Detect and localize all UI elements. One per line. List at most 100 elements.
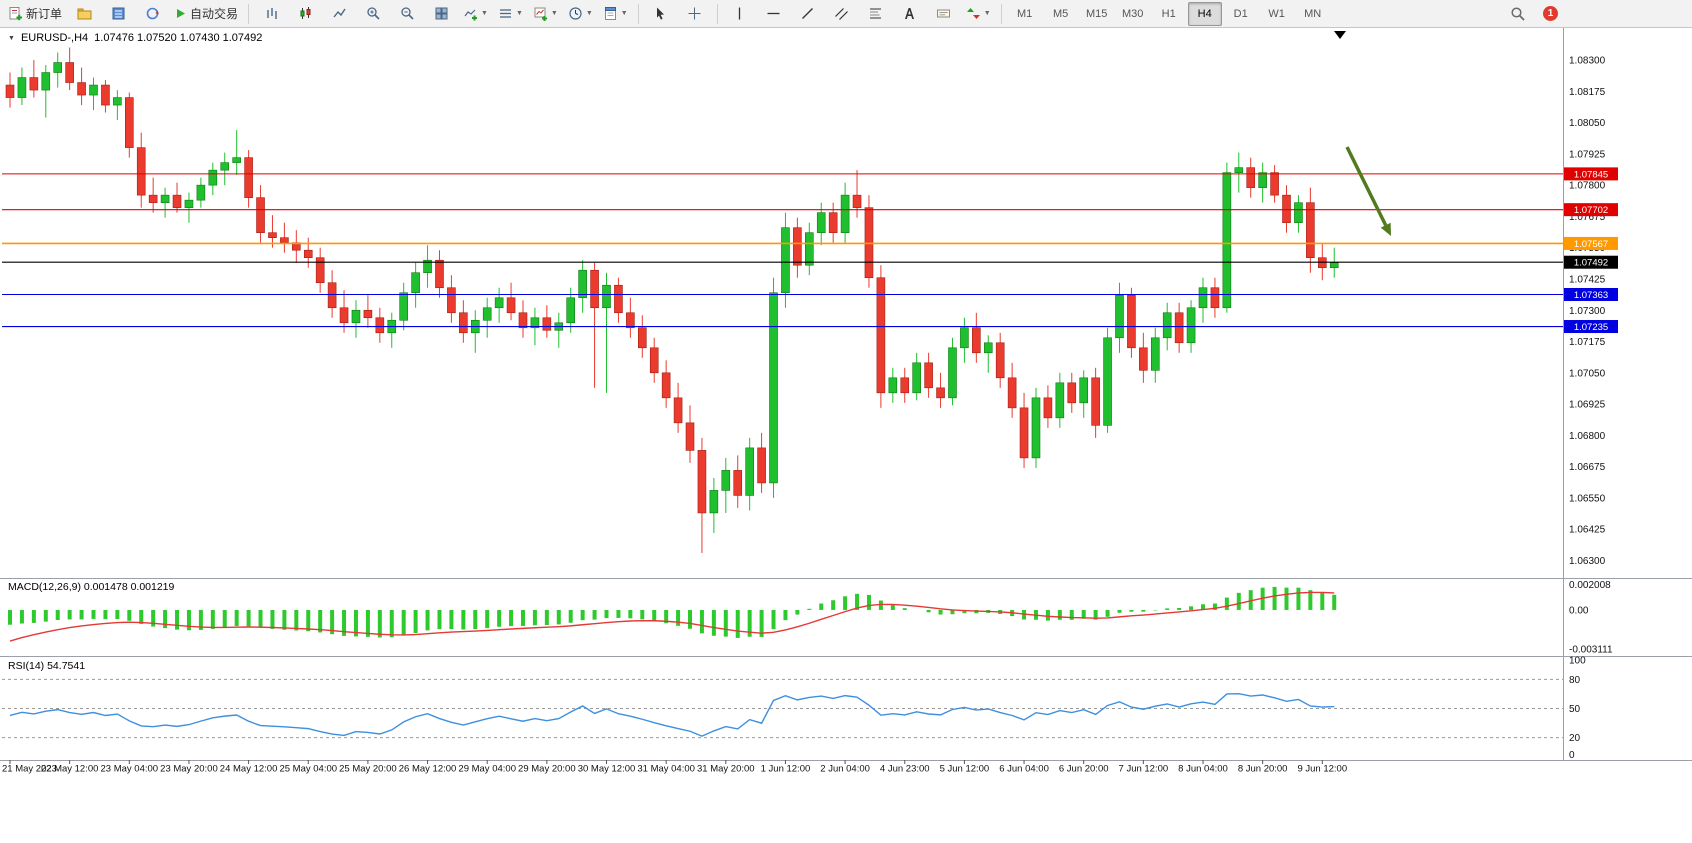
- price-level-tag-label: 1.07845: [1574, 169, 1608, 180]
- price-level-tag-label: 1.07567: [1574, 239, 1608, 250]
- price-tick-label: 1.07675: [1569, 212, 1606, 223]
- text-label-button[interactable]: [928, 2, 960, 26]
- crosshair-button[interactable]: [679, 2, 711, 26]
- candle-body: [840, 194, 850, 233]
- price-level-tag: [1564, 203, 1618, 217]
- price-tick-label: 1.07300: [1569, 306, 1606, 317]
- new-chart-icon: [534, 7, 547, 21]
- channel-button[interactable]: [826, 2, 858, 26]
- candle-body: [1103, 337, 1112, 426]
- cursor-button[interactable]: [645, 2, 677, 26]
- new-order-label: 新订单: [26, 7, 63, 21]
- timeframe-m30[interactable]: M30: [1121, 7, 1144, 20]
- candle-body: [1306, 202, 1315, 259]
- time-tick-label: 31 May 04:00: [637, 764, 695, 775]
- search-button[interactable]: [1502, 2, 1534, 26]
- price-level-tag: [1564, 255, 1618, 269]
- arrow-annotation-head[interactable]: [1380, 222, 1391, 236]
- periods-button[interactable]: ▼: [564, 2, 597, 26]
- price-tick-label: 1.08300: [1569, 56, 1606, 67]
- toolbar-separator: [1000, 3, 1002, 24]
- timeframe-w1[interactable]: W1: [1268, 7, 1285, 20]
- tile-windows-icon: [435, 7, 448, 20]
- macd-indicator-label: MACD(12,26,9) 0.001478 0.001219: [8, 581, 175, 593]
- fibonacci-icon: [870, 8, 882, 19]
- macd-tick-label: 0.00: [1569, 605, 1589, 616]
- timeframe-h1[interactable]: H1: [1161, 7, 1176, 20]
- notification-badge[interactable]: 1: [1543, 6, 1558, 21]
- horizontal-line-button[interactable]: [758, 2, 790, 26]
- candle-body: [769, 292, 778, 484]
- autotrading-button[interactable]: 自动交易: [170, 2, 242, 26]
- candle-body: [1282, 194, 1291, 223]
- indicators-button[interactable]: ▼: [459, 2, 492, 26]
- timeframe-m1[interactable]: M1: [1017, 7, 1033, 20]
- charts-profile-button[interactable]: [68, 2, 100, 26]
- candle-body: [1079, 377, 1088, 404]
- time-tick-label: 9 Jun 12:00: [1297, 764, 1347, 775]
- indicator-list-button[interactable]: ▼: [494, 2, 527, 26]
- vertical-line-button[interactable]: [724, 2, 756, 26]
- symbol-period-label: EURUSD-,H4: [20, 32, 89, 44]
- chart-shift-marker[interactable]: [1334, 31, 1346, 39]
- time-tick-label: 2 Jun 04:00: [820, 764, 870, 775]
- candle-body: [983, 342, 993, 354]
- trendline-button[interactable]: [792, 2, 824, 26]
- price-axis[interactable]: [1563, 28, 1692, 760]
- candle-body: [649, 347, 659, 374]
- line-chart-button[interactable]: [323, 2, 355, 26]
- history-center-button[interactable]: [136, 2, 168, 26]
- candle-body: [1055, 382, 1065, 419]
- candle-body: [482, 307, 492, 321]
- new-order-button[interactable]: 新订单: [4, 2, 66, 26]
- text-button[interactable]: [894, 2, 926, 26]
- candle-body: [721, 470, 731, 491]
- candlestick-chart-button[interactable]: [289, 2, 321, 26]
- timeframe-m5[interactable]: M5: [1053, 7, 1069, 20]
- candle-body: [960, 327, 969, 349]
- zoom-out-icon: [400, 7, 414, 20]
- fibonacci-button[interactable]: [860, 2, 892, 26]
- candle-body: [876, 277, 886, 394]
- candle-body: [101, 84, 110, 106]
- time-tick-label: 30 May 12:00: [578, 764, 636, 775]
- tile-windows-button[interactable]: [425, 2, 457, 26]
- candle-body: [339, 307, 349, 324]
- candle-body: [828, 212, 838, 233]
- candle-body: [459, 312, 468, 334]
- bar-chart-button[interactable]: [255, 2, 287, 26]
- candle-body: [303, 249, 313, 259]
- candle-body: [1294, 202, 1303, 223]
- autotrading-icon: [177, 9, 186, 18]
- timeframe-h4[interactable]: H4: [1187, 1, 1222, 26]
- candle-body: [351, 309, 361, 324]
- candle-body: [160, 194, 170, 203]
- zoom-in-button[interactable]: [357, 2, 389, 26]
- arrows-button[interactable]: ▼: [962, 2, 995, 26]
- rsi-tick-label: 0: [1569, 750, 1575, 761]
- candle-body: [793, 227, 802, 266]
- candle-body: [757, 447, 766, 484]
- candle-body: [614, 284, 623, 314]
- cursor-icon: [657, 7, 665, 20]
- arrow-annotation[interactable]: [1345, 146, 1388, 227]
- timeframe-m15[interactable]: M15: [1085, 7, 1108, 20]
- price-level-tag-label: 1.07363: [1574, 290, 1608, 301]
- candle-body: [1115, 294, 1124, 339]
- data-window-button[interactable]: [102, 2, 134, 26]
- templates-button[interactable]: ▼: [599, 2, 632, 26]
- data-window-icon: [112, 7, 125, 20]
- timeframe-d1[interactable]: D1: [1233, 7, 1248, 20]
- chevron-down-icon: ▼: [585, 10, 593, 17]
- candle-body: [542, 317, 552, 331]
- candle-body: [1150, 337, 1160, 371]
- candle-body: [1007, 377, 1017, 409]
- zoom-out-button[interactable]: [391, 2, 423, 26]
- time-tick-label: 25 May 20:00: [339, 764, 397, 775]
- text-icon: [905, 8, 915, 19]
- time-axis[interactable]: [0, 760, 1563, 780]
- time-tick-label: 5 Jun 12:00: [940, 764, 990, 775]
- new-chart-button[interactable]: ▼: [529, 2, 562, 26]
- timeframe-mn[interactable]: MN: [1304, 7, 1322, 20]
